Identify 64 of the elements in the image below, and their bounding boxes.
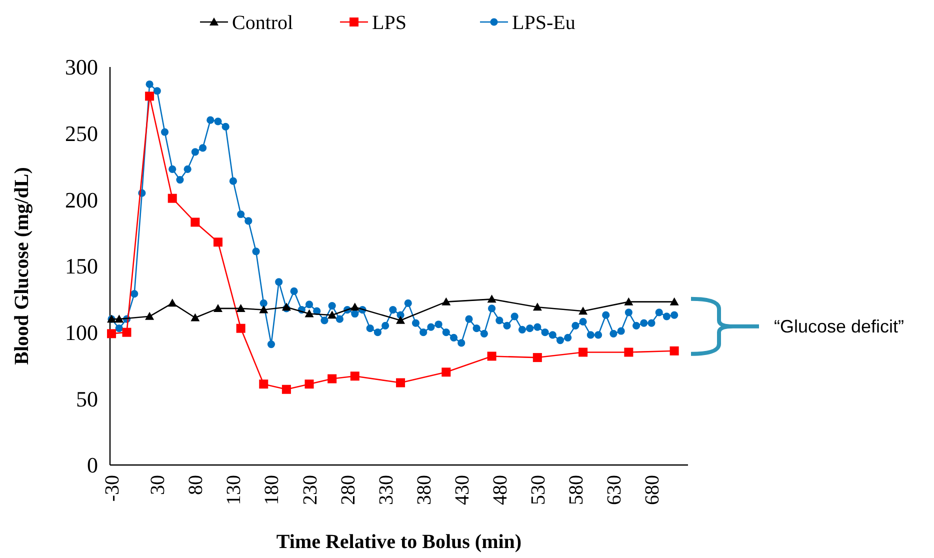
x-tick-label: 80 [185,475,208,495]
point [145,92,154,101]
x-tick-label: -30 [102,475,124,502]
y-tick-label: 50 [76,386,98,412]
x-tick-label: 480 [489,475,512,505]
point [487,352,496,361]
point [259,380,268,389]
point [624,348,634,357]
y-tick-label: 150 [65,254,98,279]
y-tick-label: 0 [87,452,98,478]
point [304,309,314,318]
point [122,328,132,337]
point [350,302,360,311]
point [624,297,634,306]
point [532,302,542,311]
x-tick-label: 530 [527,475,550,505]
point [670,297,679,306]
x-tick-label: 280 [337,475,360,505]
x-tick-label: 180 [261,475,284,505]
text: “Glucose deficit” [774,316,904,337]
point [168,194,177,203]
legend-label: LPS-Eu [512,12,576,34]
point [168,298,177,307]
x-tick-label: 130 [223,475,246,505]
x-tick-label: 330 [375,475,398,505]
x-tick-label: 230 [299,475,322,505]
point [213,304,222,312]
point [304,380,314,389]
point [396,378,406,388]
point [578,348,588,357]
x-tick-label: 580 [565,475,588,505]
point [236,304,246,312]
x-tick-label: 430 [451,475,474,505]
point [670,346,679,356]
point [114,314,124,323]
point [328,310,337,319]
y-tick-label: 250 [65,121,98,146]
point [396,316,406,324]
y-axis-title: Blood Glucose (mg/dL) [11,167,33,365]
point [259,305,268,314]
point [442,297,451,306]
point [532,353,542,362]
point [487,294,496,303]
point [328,374,337,384]
point [282,384,291,394]
y-tick-label: 100 [65,320,98,346]
x-tick-label: 380 [413,475,436,505]
point [213,238,222,247]
point [578,306,588,315]
y-tick-label: 300 [65,54,98,80]
point [145,312,154,320]
point [350,372,360,381]
point [236,324,246,333]
point [107,329,116,338]
x-tick-label: 30 [147,475,170,495]
y-tick-label: 200 [65,187,98,212]
x-tick-label: 680 [641,475,664,505]
x-tick-label: 630 [603,475,626,505]
x-axis-title: Time Relative to Bolus (min) [276,531,522,553]
legend-label: Control [232,12,294,34]
point [442,368,451,377]
point [190,313,200,322]
legend-label: LPS [372,12,406,34]
point [190,218,200,227]
